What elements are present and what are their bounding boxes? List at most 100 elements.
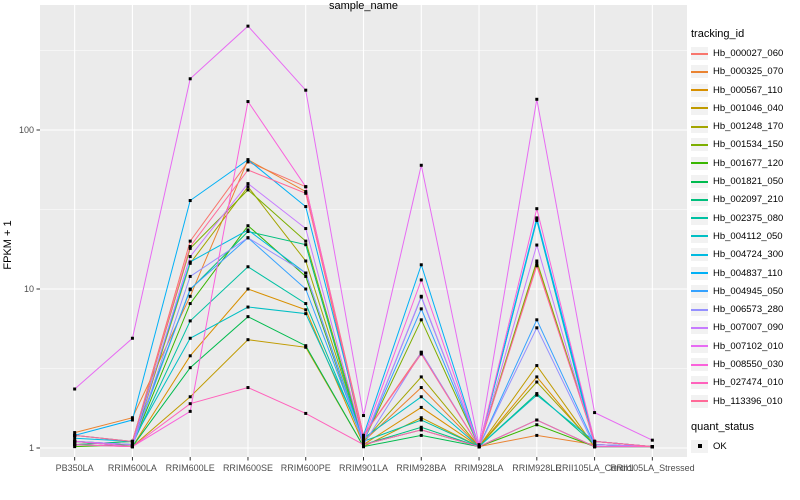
color-line-icon [691,358,708,372]
legend-item-label: Hb_027474_010 [713,377,784,389]
data-point [73,436,77,440]
legend-item-label: OK [713,440,727,452]
legend-item-label: Hb_001677_120 [713,157,784,169]
data-point [419,428,423,432]
legend-item-Hb_007007_090: Hb_007007_090 [691,321,799,335]
legend-item-Hb_000325_070: Hb_000325_070 [691,65,799,79]
data-point [535,375,539,379]
data-point [419,307,423,311]
data-point [304,243,308,247]
legend-item-label: Hb_007102_010 [713,340,784,352]
data-point [419,352,423,356]
data-point [593,443,597,447]
legend-item-label: Hb_001248_170 [713,121,784,133]
data-point [477,443,481,447]
data-point [73,387,77,391]
x-tick-label: RRIM928BA [396,463,446,473]
color-line-icon [691,156,708,170]
data-point [304,271,308,275]
color-line-icon [691,376,708,390]
color-line-icon [691,303,708,317]
color-line-icon [691,339,708,353]
legend-item-label: Hb_001534_150 [713,139,784,151]
legend-item-Hb_007102_010: Hb_007102_010 [691,339,799,353]
legend-item-label: Hb_004837_110 [713,267,783,279]
legend-item-Hb_006573_280: Hb_006573_280 [691,303,799,317]
data-point [73,433,77,437]
data-point [419,405,423,409]
x-tick-label: PB350LA [56,463,94,473]
legend-item-label: Hb_008550_030 [713,359,784,371]
data-point [188,255,192,259]
legend-item-label: Hb_113396_010 [713,395,783,407]
data-point [188,354,192,358]
data-point [304,411,308,415]
color-line-icon [691,394,708,408]
legend-item-ok: OK [691,439,799,453]
data-point [304,344,308,348]
color-line-icon [691,193,708,207]
color-line-icon [691,266,708,280]
data-point [188,246,192,250]
data-point [304,259,308,263]
x-tick-label: RRIM600LA [108,463,157,473]
legend-title-tracking-id: tracking_id [691,28,745,40]
data-point [246,24,250,28]
color-line-icon [691,101,708,115]
data-point [535,326,539,330]
x-tick-label: RRII105LA_Stressed [610,463,695,473]
data-point [188,402,192,406]
data-point [535,418,539,422]
data-point [419,425,423,429]
legend-item-label: Hb_000325_070 [713,66,784,78]
data-point [362,414,365,418]
data-point [246,182,250,186]
data-point [535,207,539,211]
data-point [304,88,308,92]
legend-item-Hb_001248_170: Hb_001248_170 [691,120,799,134]
data-point [304,274,308,278]
color-line-icon [691,284,708,298]
data-point [130,443,134,447]
x-tick-label: RRII105LA_Control [556,463,634,473]
data-point [246,160,250,164]
x-tick-label: RRIM928LE [512,463,561,473]
legend-item-Hb_000567_110: Hb_000567_110 [691,83,799,97]
data-point [419,433,423,437]
legend-item-Hb_004837_110: Hb_004837_110 [691,266,799,280]
data-point [73,431,77,435]
legend-item-label: Hb_002375_080 [713,212,784,224]
tracking-id-legend-items: Hb_000027_060 Hb_000325_070 Hb_000567_110 H… [691,47,799,408]
data-point [419,263,423,267]
legend-item-label: Hb_007007_090 [713,322,784,334]
color-line-icon [691,175,708,189]
data-point [535,259,539,263]
data-point [535,392,539,396]
data-point [593,439,597,443]
legend: tracking_id Hb_000027_060 Hb_000325_070 Hb… [691,28,799,453]
data-point [304,302,308,306]
data-point [188,302,192,306]
data-point [188,409,192,413]
color-line-icon [691,47,708,60]
data-point [246,386,250,390]
color-line-icon [691,65,708,79]
data-point [304,191,308,195]
legend-item-label: Hb_002097_210 [713,194,784,206]
x-tick-label: RRIM600LE [166,463,215,473]
data-point [362,443,365,447]
data-point [535,243,539,247]
data-point [304,185,308,189]
legend-item-label: Hb_000567_110 [713,84,783,96]
data-point [246,185,250,189]
color-line-icon [691,83,708,97]
y-tick-label: 10 [24,284,34,294]
data-point [73,439,77,443]
data-point [246,100,250,104]
data-point [419,350,423,354]
data-point [535,264,539,268]
data-point [593,445,597,449]
y-axis-title: FPKM + 1 [2,220,14,270]
